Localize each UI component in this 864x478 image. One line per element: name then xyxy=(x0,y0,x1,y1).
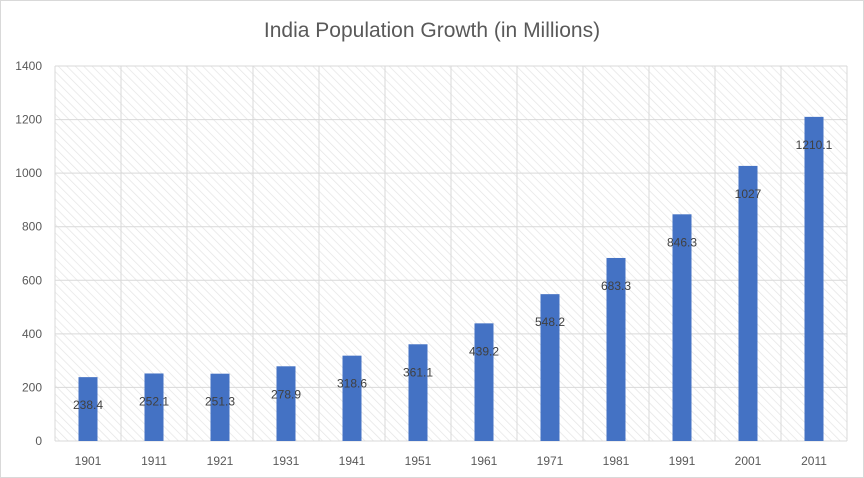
x-tick-label: 2001 xyxy=(735,454,762,468)
y-tick-label: 400 xyxy=(22,327,42,341)
bar xyxy=(540,294,560,441)
x-tick-label: 1901 xyxy=(75,454,102,468)
data-label: 846.3 xyxy=(667,235,697,249)
bar xyxy=(804,116,824,441)
bar xyxy=(144,373,164,441)
data-label: 439.2 xyxy=(469,344,499,358)
data-label: 1210.1 xyxy=(796,138,833,152)
x-tick-label: 1951 xyxy=(405,454,432,468)
data-label: 318.6 xyxy=(337,377,367,391)
x-tick-label: 1931 xyxy=(273,454,300,468)
x-tick-label: 1921 xyxy=(207,454,234,468)
x-tick-label: 2011 xyxy=(801,454,827,468)
bar xyxy=(738,165,758,442)
bar xyxy=(276,366,296,441)
bar xyxy=(210,373,230,441)
data-labels: 238.4 252.1 251.3 278.9 318.6 361.1 439.2 548.2… xyxy=(73,138,833,412)
bar xyxy=(474,323,494,441)
bar xyxy=(672,214,692,441)
data-label: 278.9 xyxy=(271,387,301,401)
y-tick-label: 1000 xyxy=(15,166,42,180)
x-tick-label: 1941 xyxy=(339,454,366,468)
gridlines xyxy=(54,65,848,442)
y-tick-label: 800 xyxy=(22,220,42,234)
data-label: 548.2 xyxy=(535,315,565,329)
x-tick-label: 1971 xyxy=(537,454,564,468)
y-tick-label: 200 xyxy=(22,380,42,394)
bar xyxy=(78,377,98,441)
data-label: 252.1 xyxy=(139,394,169,408)
y-tick-label: 600 xyxy=(22,273,42,287)
y-axis-ticks: 0 200 400 600 800 1000 1200 1400 xyxy=(15,59,42,448)
bar xyxy=(606,257,626,441)
bar xyxy=(408,344,428,441)
x-axis-ticks: 1901 1911 1921 1931 1941 1951 1961 1971 1981 1991… xyxy=(75,454,828,468)
y-tick-label: 1200 xyxy=(15,113,42,127)
bar xyxy=(342,355,362,441)
y-tick-label: 1400 xyxy=(15,59,42,73)
data-label: 683.3 xyxy=(601,279,631,293)
x-tick-label: 1961 xyxy=(471,454,498,468)
data-label: 238.4 xyxy=(73,398,103,412)
data-label: 251.3 xyxy=(205,395,235,409)
x-tick-label: 1981 xyxy=(603,454,630,468)
data-label: 1027 xyxy=(735,187,762,201)
chart-title: India Population Growth (in Millions) xyxy=(263,19,601,42)
x-tick-label: 1991 xyxy=(669,454,696,468)
data-label: 361.1 xyxy=(403,365,433,379)
y-tick-label: 0 xyxy=(35,434,42,448)
bars xyxy=(78,116,824,442)
x-tick-label: 1911 xyxy=(141,454,167,468)
